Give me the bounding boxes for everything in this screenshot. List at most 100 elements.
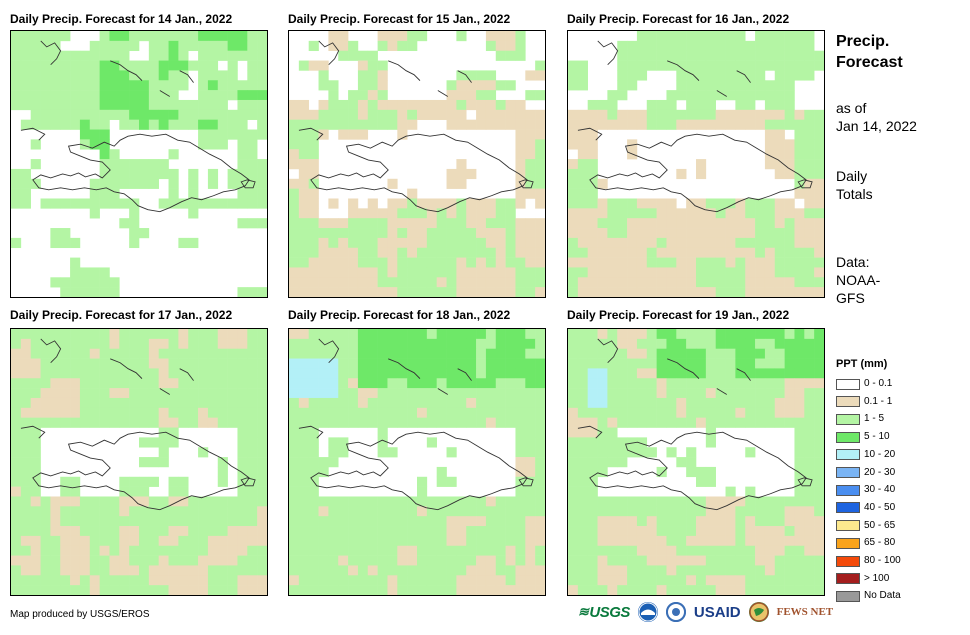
legend-item: 0.1 - 1 — [836, 395, 892, 409]
precip-cell — [735, 31, 746, 42]
precip-cell — [636, 208, 648, 219]
precip-cell — [814, 198, 824, 209]
precip-cell — [495, 99, 506, 111]
precip-cell — [308, 338, 319, 350]
precip-cell — [607, 575, 618, 586]
precip-cell — [764, 129, 776, 140]
precip-cell — [338, 535, 349, 547]
noaa-logo-icon — [637, 602, 658, 622]
legend-swatch — [836, 573, 860, 585]
precip-cell — [257, 50, 267, 61]
precip-cell — [774, 109, 785, 120]
precip-cell — [247, 198, 258, 209]
precip-cell — [357, 358, 369, 369]
precip-cell — [774, 535, 785, 547]
precip-cell — [794, 109, 805, 120]
precip-cell — [804, 119, 815, 130]
precip-cell — [40, 50, 51, 61]
precip-cell — [505, 237, 516, 249]
precip-cell — [764, 407, 776, 418]
precip-cell — [357, 109, 369, 120]
precip-cell — [495, 218, 506, 229]
precip-cell — [257, 466, 267, 478]
precip-cell — [40, 407, 51, 418]
precip-cell — [357, 516, 369, 527]
precip-cell — [627, 348, 638, 359]
legend-item: 65 - 80 — [836, 536, 895, 550]
precip-cell — [30, 50, 41, 61]
precip-cell — [446, 329, 457, 340]
precip-cell — [696, 555, 707, 566]
precip-cell — [377, 70, 388, 81]
precip-cell — [597, 585, 608, 595]
precip-cell — [735, 535, 746, 547]
precip-cell — [577, 168, 588, 180]
legend-label: 20 - 30 — [864, 466, 896, 478]
precip-cell — [715, 198, 726, 209]
precip-cell — [367, 417, 378, 428]
precip-cell — [774, 358, 785, 369]
precip-cell — [755, 407, 766, 418]
precip-cell — [755, 40, 766, 52]
precip-cell — [289, 476, 300, 487]
precip-cell — [109, 397, 120, 409]
map-panel-2 — [288, 30, 546, 298]
precip-cell — [417, 407, 428, 418]
precip-cell — [446, 358, 457, 369]
precip-cell — [505, 287, 516, 297]
precip-cell — [784, 287, 795, 297]
precip-cell — [247, 535, 258, 547]
precip-cell — [227, 80, 238, 91]
precip-cell — [387, 218, 398, 229]
precip-cell — [568, 129, 579, 140]
precip-cell — [168, 188, 179, 199]
precip-cell — [11, 178, 22, 189]
precip-cell — [764, 139, 776, 150]
precip-cell — [784, 496, 795, 507]
precip-cell — [109, 198, 120, 209]
precip-cell — [50, 338, 61, 350]
precip-cell — [30, 348, 41, 359]
precip-cell — [119, 348, 130, 359]
precip-cell — [426, 329, 437, 340]
precip-cell — [755, 585, 766, 595]
precip-cell — [784, 218, 795, 229]
precip-cell — [308, 516, 319, 527]
precip-cell — [636, 31, 648, 42]
precip-cell — [158, 565, 169, 576]
precip-cell — [525, 119, 536, 130]
precip-cell — [476, 368, 487, 379]
precip-cell — [50, 60, 61, 71]
precip-cell — [178, 516, 189, 527]
precip-cell — [367, 228, 378, 239]
precip-cell — [426, 99, 437, 111]
precip-cell — [794, 545, 805, 556]
precip-cell — [627, 407, 638, 418]
precip-cell — [30, 329, 41, 340]
precip-cell — [587, 348, 598, 359]
coastline — [518, 179, 534, 189]
precip-cell — [139, 90, 150, 101]
precip-cell — [30, 506, 41, 517]
precip-cell — [109, 168, 120, 180]
precip-cell — [417, 388, 428, 399]
precip-cell — [207, 575, 219, 586]
precip-cell — [794, 506, 805, 517]
precip-cell — [377, 99, 388, 111]
precip-cell — [109, 109, 120, 120]
precip-cell — [755, 247, 766, 258]
precip-cell — [348, 228, 359, 239]
precip-cell — [476, 90, 487, 101]
precip-cell — [774, 388, 785, 399]
precip-cell — [505, 585, 516, 595]
precip-cell — [188, 358, 199, 369]
precip-cell — [745, 40, 756, 52]
precip-cell — [446, 407, 457, 418]
precip-cell — [50, 407, 61, 418]
precip-cell — [247, 378, 258, 389]
precip-cell — [715, 407, 726, 418]
precip-cell — [676, 388, 687, 399]
precip-cell — [357, 287, 369, 297]
precip-cell — [466, 168, 477, 180]
precip-cell — [20, 40, 31, 52]
